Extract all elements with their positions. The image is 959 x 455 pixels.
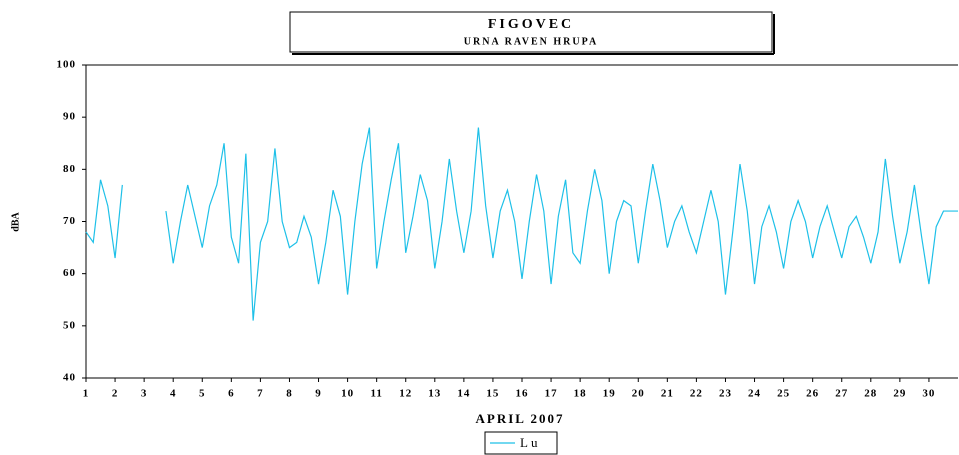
legend-label: Lu xyxy=(520,435,540,450)
x-tick-label: 17 xyxy=(545,388,558,400)
x-tick-label: 10 xyxy=(341,388,354,400)
x-tick-label: 22 xyxy=(690,388,703,400)
chart-subtitle: URNA RAVEN HRUPA xyxy=(464,36,598,47)
x-axis-label: APRIL 2007 xyxy=(476,411,565,426)
y-tick-label: 40 xyxy=(63,372,76,384)
y-tick-label: 80 xyxy=(63,163,76,175)
x-tick-label: 21 xyxy=(661,388,674,400)
y-tick-label: 100 xyxy=(57,59,77,71)
x-tick-label: 27 xyxy=(835,388,848,400)
x-tick-label: 2 xyxy=(112,388,119,400)
y-tick-label: 90 xyxy=(63,111,76,123)
y-tick-label: 70 xyxy=(63,215,76,227)
x-tick-label: 11 xyxy=(370,388,382,400)
x-tick-label: 5 xyxy=(199,388,206,400)
x-tick-label: 4 xyxy=(170,388,177,400)
title-box xyxy=(289,11,773,53)
x-tick-label: 7 xyxy=(257,388,264,400)
x-tick-label: 14 xyxy=(457,388,470,400)
x-tick-label: 16 xyxy=(516,388,529,400)
legend xyxy=(484,431,558,455)
x-tick-label: 3 xyxy=(141,388,148,400)
x-tick-label: 6 xyxy=(228,388,235,400)
x-tick-label: 15 xyxy=(486,388,499,400)
x-tick-label: 13 xyxy=(428,388,441,400)
y-tick-label: 60 xyxy=(63,267,76,279)
x-tick-label: 30 xyxy=(922,388,935,400)
x-tick-label: 26 xyxy=(806,388,819,400)
x-tick-label: 28 xyxy=(864,388,877,400)
x-tick-label: 18 xyxy=(574,388,587,400)
x-tick-label: 24 xyxy=(748,388,761,400)
y-axis-label: dBA xyxy=(10,211,21,231)
x-tick-label: 12 xyxy=(399,388,412,400)
data-line xyxy=(85,127,958,321)
x-tick-label: 9 xyxy=(315,388,322,400)
x-tick-label: 20 xyxy=(632,388,645,400)
chart-title: FIGOVEC xyxy=(488,17,574,32)
x-tick-label: 29 xyxy=(893,388,906,400)
x-tick-label: 19 xyxy=(603,388,616,400)
x-tick-label: 8 xyxy=(286,388,293,400)
x-tick-label: 23 xyxy=(719,388,732,400)
y-tick-label: 50 xyxy=(63,319,76,331)
x-tick-label: 25 xyxy=(777,388,790,400)
x-tick-label: 1 xyxy=(83,388,90,400)
